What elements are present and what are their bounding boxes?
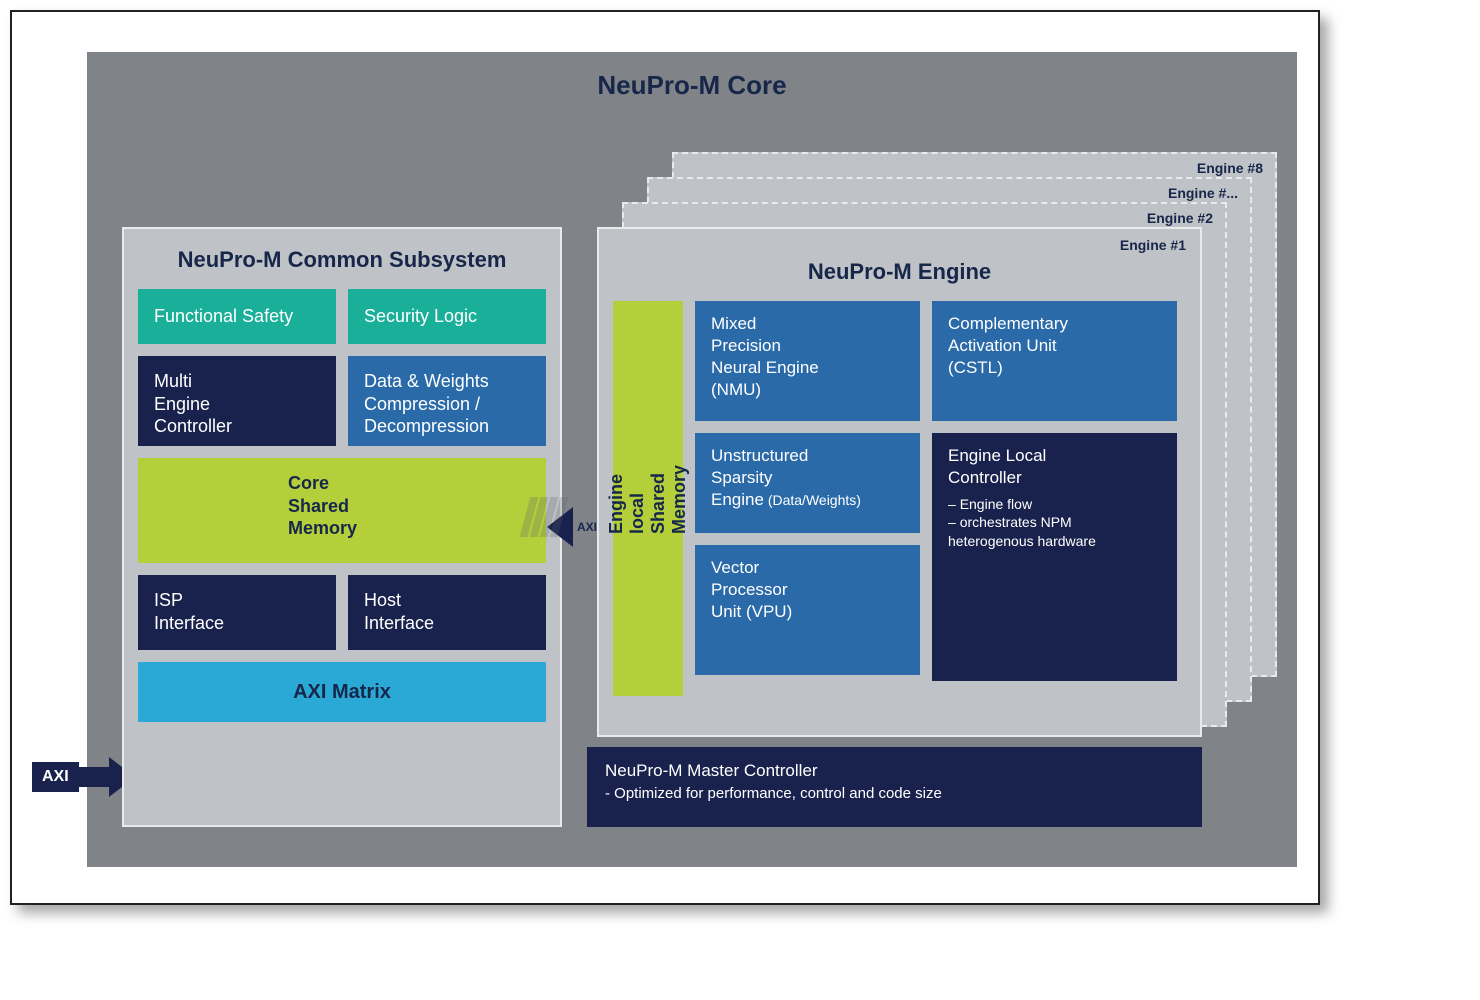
engine-title: NeuPro-M Engine [613, 259, 1186, 285]
core-panel: NeuPro-M Core AXI NeuPro-M Common Subsys… [87, 52, 1297, 867]
subsystem-title: NeuPro-M Common Subsystem [138, 247, 546, 273]
diagram-card: NeuPro-M Core AXI NeuPro-M Common Subsys… [10, 10, 1320, 905]
elc-bullet: Engine flow [948, 495, 1161, 513]
elc-title: Engine Local Controller [948, 445, 1161, 489]
engine-local-shared-memory-block: Engine local Shared Memory [613, 301, 683, 696]
host-interface-block: Host Interface [348, 575, 546, 650]
master-controller-block: NeuPro-M Master Controller - Optimized f… [587, 747, 1202, 827]
sparsity-block: Unstructured Sparsity Engine (Data/Weigh… [695, 433, 920, 533]
sparsity-sub-text: (Data/Weights) [764, 492, 861, 508]
engine-ghost-label: Engine #8 [1197, 160, 1263, 176]
axi-external-arrow: AXI [32, 757, 135, 797]
compression-block: Data & Weights Compression / Decompressi… [348, 356, 546, 446]
nmu-block: Mixed Precision Neural Engine (NMU) [695, 301, 920, 421]
engine-local-shared-memory-label: Engine local Shared Memory [606, 464, 690, 534]
functional-safety-block: Functional Safety [138, 289, 336, 344]
axi-matrix-block: AXI Matrix [138, 662, 546, 722]
isp-interface-block: ISP Interface [138, 575, 336, 650]
core-shared-memory-block: Core Shared Memory [138, 458, 546, 563]
arrow-shaft [79, 767, 109, 787]
engine-badge: Engine #1 [1120, 237, 1186, 253]
security-logic-block: Security Logic [348, 289, 546, 344]
engine-stack: Engine #8 Engine #... Engine #2 Engine #… [597, 152, 1277, 732]
engine-ghost-label: Engine #2 [1147, 210, 1213, 226]
arrow-depth-shadows [525, 497, 565, 537]
axi-mid-label: AXI [577, 520, 597, 534]
cstl-block: Complementary Activation Unit (CSTL) [932, 301, 1177, 421]
multi-engine-controller-block: Multi Engine Controller [138, 356, 336, 446]
engine-panel: Engine #1 NeuPro-M Engine Engine local S… [597, 227, 1202, 737]
vpu-block: Vector Processor Unit (VPU) [695, 545, 920, 675]
axi-label: AXI [32, 762, 79, 792]
common-subsystem-panel: NeuPro-M Common Subsystem Functional Saf… [122, 227, 562, 827]
master-title: NeuPro-M Master Controller [605, 761, 1184, 781]
engine-ghost-label: Engine #... [1168, 185, 1238, 201]
core-title: NeuPro-M Core [87, 52, 1297, 115]
master-subtitle: - Optimized for performance, control and… [605, 785, 1184, 802]
